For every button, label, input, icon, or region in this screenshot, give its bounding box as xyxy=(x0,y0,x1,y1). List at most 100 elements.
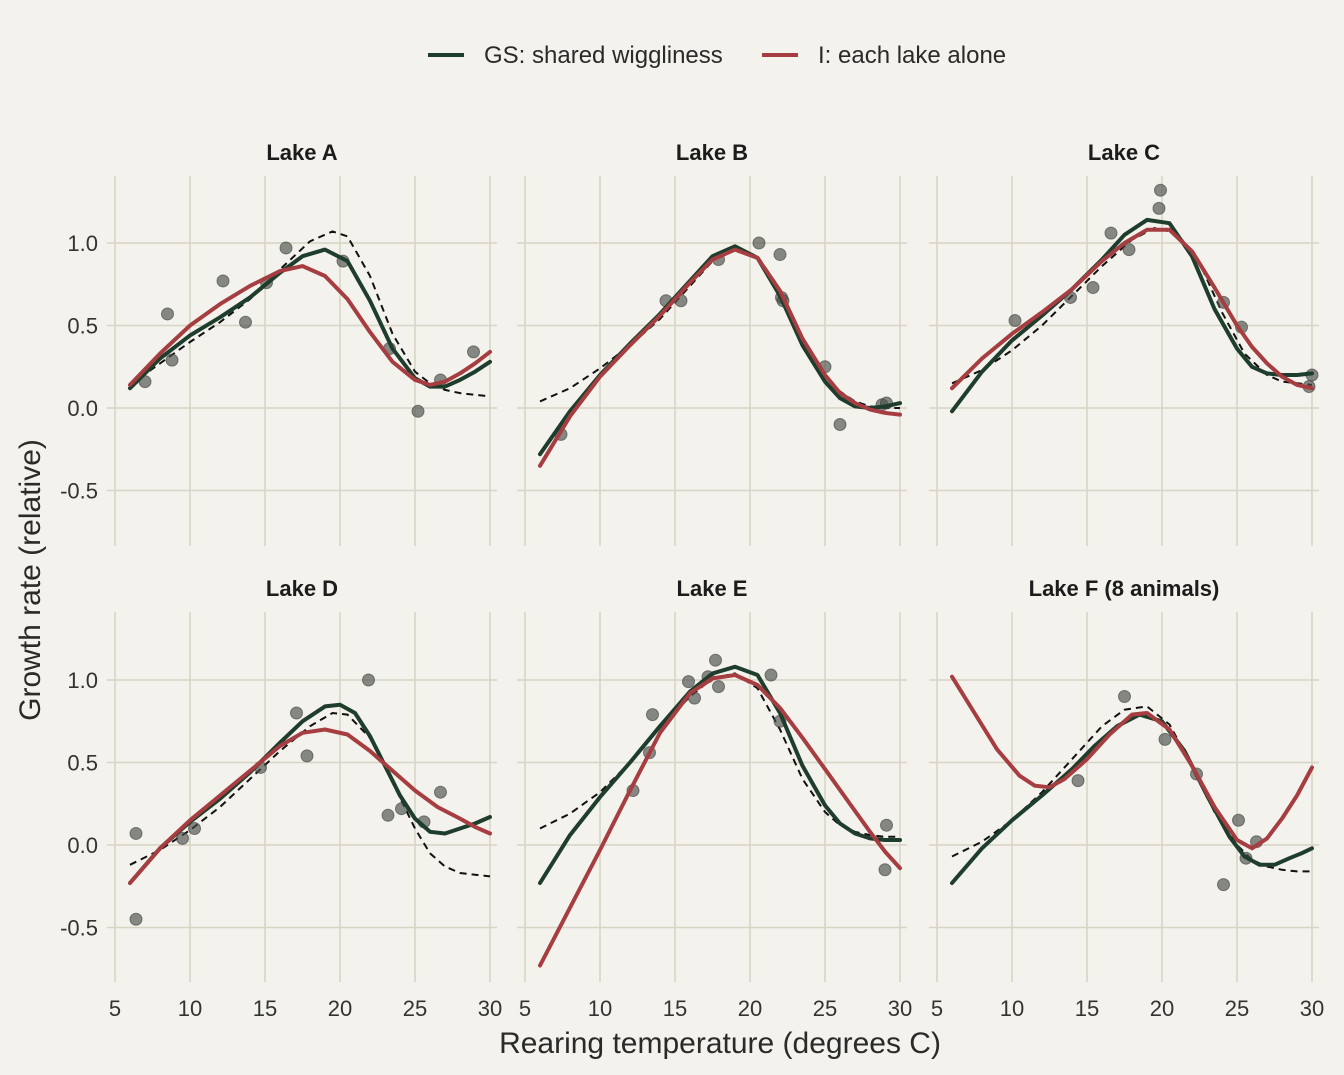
data-point xyxy=(239,315,252,329)
y-tick-label: -0.5 xyxy=(60,479,98,504)
data-point xyxy=(1071,774,1085,788)
data-point xyxy=(216,274,230,288)
data-point xyxy=(1232,813,1245,827)
data-point xyxy=(833,418,847,431)
i-series-line xyxy=(128,264,492,387)
data-point xyxy=(709,653,722,667)
data-point xyxy=(188,822,201,835)
x-axis-title: Rearing temperature (degrees C) xyxy=(499,1027,941,1060)
panel-6: Lake F (8 animals) xyxy=(929,576,1319,982)
data-point xyxy=(646,708,659,722)
panel-title: Lake B xyxy=(676,140,748,165)
data-point xyxy=(362,673,375,687)
data-point xyxy=(129,912,143,926)
reference-dashed-line xyxy=(129,711,491,878)
data-point xyxy=(1152,201,1166,215)
y-tick-label: 0.0 xyxy=(67,833,98,858)
panel-curves xyxy=(950,674,1314,892)
gs-series-line xyxy=(950,217,1314,414)
data-point xyxy=(712,680,725,694)
y-tick-label: 0.5 xyxy=(67,751,98,776)
data-point xyxy=(764,668,778,682)
data-point xyxy=(1104,226,1118,240)
x-tick-label: 30 xyxy=(1300,996,1324,1021)
data-point xyxy=(1154,183,1167,197)
panel-5: Lake E xyxy=(517,576,907,982)
i-series-line xyxy=(950,227,1314,391)
y-axis-title: Growth rate (relative) xyxy=(14,439,47,721)
panel-curves xyxy=(950,183,1319,414)
panel-title: Lake E xyxy=(677,576,748,601)
panel-3: Lake C xyxy=(929,140,1319,546)
panel-curves xyxy=(538,236,902,468)
y-tick-label: -0.5 xyxy=(60,916,98,941)
gs-series-line xyxy=(128,702,492,885)
legend: GS: shared wiggliness I: each lake alone xyxy=(428,42,1006,69)
x-tick-label: 15 xyxy=(663,996,687,1021)
x-axis-ticks: 5 10 15 20 25 30 5 10 15 20 25 30 5 10 15 20 25 30 xyxy=(109,996,1324,1021)
data-point xyxy=(1086,281,1100,295)
x-tick-label: 25 xyxy=(813,996,837,1021)
data-point xyxy=(434,785,447,799)
data-point xyxy=(1217,878,1230,892)
y-tick-label: 1.0 xyxy=(67,668,98,693)
panels: Lake A Lake B Lake C Lake D Lake E Lake F (8 … xyxy=(107,140,1319,982)
panel-1: Lake A xyxy=(107,140,497,546)
i-series-line xyxy=(950,674,1314,851)
data-point xyxy=(279,241,293,255)
y-tick-label: 1.0 xyxy=(67,231,98,256)
reference-dashed-line xyxy=(539,246,900,409)
data-point xyxy=(878,863,892,877)
data-point xyxy=(1122,243,1136,257)
panel-title: Lake F (8 animals) xyxy=(1029,576,1220,601)
x-tick-label: 15 xyxy=(253,996,277,1021)
gs-series-line xyxy=(128,247,492,391)
data-point xyxy=(411,404,425,418)
x-tick-label: 5 xyxy=(109,996,121,1021)
x-tick-label: 5 xyxy=(931,996,943,1021)
y-axis-ticks: -0.5 0.0 0.5 1.0 -0.5 0.0 0.5 1.0 xyxy=(60,231,98,941)
data-point xyxy=(682,675,695,689)
data-point xyxy=(165,353,179,367)
x-tick-label: 5 xyxy=(519,996,531,1021)
data-point xyxy=(161,307,174,321)
data-point xyxy=(773,248,787,262)
x-tick-label: 20 xyxy=(738,996,762,1021)
x-tick-label: 30 xyxy=(888,996,912,1021)
x-tick-label: 15 xyxy=(1075,996,1099,1021)
x-tick-label: 25 xyxy=(1225,996,1249,1021)
data-point xyxy=(1158,732,1172,746)
data-point xyxy=(129,826,143,840)
x-tick-label: 10 xyxy=(1000,996,1024,1021)
panel-title: Lake A xyxy=(266,140,337,165)
panel-2: Lake B xyxy=(517,140,907,546)
panel-title: Lake D xyxy=(266,576,338,601)
x-tick-label: 20 xyxy=(1150,996,1174,1021)
i-series-line xyxy=(128,727,492,885)
legend-gs-label: GS: shared wiggliness xyxy=(484,42,723,69)
x-tick-label: 10 xyxy=(178,996,202,1021)
reference-dashed-line xyxy=(129,230,491,398)
data-point xyxy=(467,345,480,359)
data-point xyxy=(176,831,189,845)
x-tick-label: 25 xyxy=(403,996,427,1021)
panel-4: Lake D xyxy=(107,576,497,982)
y-tick-label: 0.5 xyxy=(67,314,98,339)
data-point xyxy=(300,749,314,763)
data-point xyxy=(290,706,303,720)
panel-curves xyxy=(128,230,492,418)
y-tick-label: 0.0 xyxy=(67,396,98,421)
data-point xyxy=(880,818,893,832)
data-point xyxy=(1008,314,1022,328)
data-point xyxy=(752,236,766,250)
gs-series-line xyxy=(538,664,902,885)
panel-curves xyxy=(128,673,492,926)
x-tick-label: 30 xyxy=(478,996,502,1021)
x-tick-label: 20 xyxy=(328,996,352,1021)
data-point xyxy=(381,808,395,822)
i-series-line xyxy=(538,247,902,468)
panel-curves xyxy=(538,653,902,968)
data-point xyxy=(1118,690,1131,703)
